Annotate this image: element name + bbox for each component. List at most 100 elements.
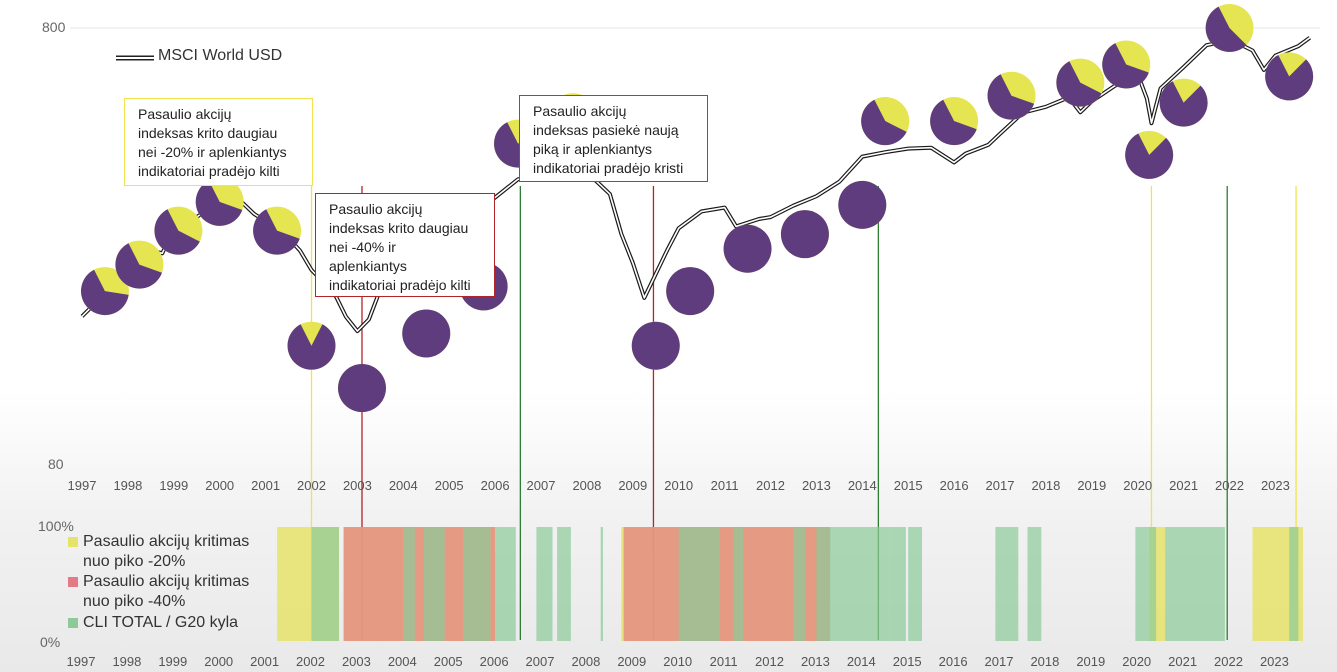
indicator-band bbox=[1289, 527, 1299, 641]
indicator-pie bbox=[861, 97, 910, 146]
annotation-new-peak: Pasaulio akcijų indeksas pasiekė naują p… bbox=[519, 95, 708, 182]
pie-purple-portion bbox=[253, 209, 300, 255]
indicator-band bbox=[733, 527, 743, 641]
x-tick-label: 1999 bbox=[159, 478, 188, 493]
x-tick-label: 2010 bbox=[664, 478, 693, 493]
pie-purple-portion bbox=[1159, 81, 1208, 127]
x-tick-label: 2003 bbox=[342, 654, 371, 669]
x-tick-label: 2011 bbox=[711, 478, 739, 493]
x-tick-label: 2022 bbox=[1214, 654, 1243, 669]
x-tick-label: 2009 bbox=[617, 654, 646, 669]
x-tick-label: 1999 bbox=[158, 654, 187, 669]
x-tick-label: 2018 bbox=[1030, 654, 1059, 669]
x-tick-label: 2015 bbox=[894, 478, 923, 493]
x-tick-label: 1998 bbox=[113, 478, 142, 493]
indicator-band bbox=[816, 527, 890, 641]
indicator-pie bbox=[253, 206, 302, 255]
bottom-chart: 100% 0% 1997 1998 1999 2000 2001 2002 2003 2004… bbox=[38, 518, 1303, 669]
pie-purple-portion bbox=[1102, 43, 1149, 89]
indicator-pie bbox=[80, 267, 129, 316]
indicator-pie bbox=[780, 210, 829, 259]
x-tick-label: 2000 bbox=[205, 478, 234, 493]
indicator-band bbox=[908, 527, 922, 641]
x-tick-label: 2007 bbox=[526, 654, 555, 669]
pie-purple-portion bbox=[1056, 61, 1102, 107]
x-tick-label: 2005 bbox=[434, 654, 463, 669]
x-tick-label: 2012 bbox=[755, 654, 784, 669]
indicator-band bbox=[311, 527, 339, 641]
pie-purple-portion bbox=[631, 321, 680, 370]
x-tick-label: 2001 bbox=[251, 478, 280, 493]
x-tick-label: 2016 bbox=[940, 478, 969, 493]
indicator-band bbox=[678, 527, 720, 641]
x-tick-label: 2019 bbox=[1076, 654, 1105, 669]
indicator-band bbox=[889, 527, 906, 641]
x-tick-label: 2017 bbox=[986, 478, 1015, 493]
indicator-band bbox=[557, 527, 571, 641]
x-tick-label: 2008 bbox=[572, 478, 601, 493]
x-tick-label: 2002 bbox=[297, 478, 326, 493]
top-chart: 800 80 1997 1998 1999 2000 2001 2002 2003 2004 2… bbox=[42, 4, 1320, 640]
indicator-pie bbox=[631, 321, 680, 370]
x-tick-label: 2021 bbox=[1168, 654, 1197, 669]
x-tick-label: 2001 bbox=[250, 654, 279, 669]
indicator-band bbox=[536, 527, 553, 641]
annotation-drop-20: Pasaulio akcijų indeksas krito daugiau n… bbox=[124, 98, 313, 186]
indicator-pie bbox=[402, 309, 451, 358]
pie-purple-portion bbox=[838, 180, 887, 229]
indicator-pie bbox=[1102, 40, 1151, 89]
indicator-band bbox=[995, 527, 1019, 641]
x-tick-label: 2023 bbox=[1260, 654, 1289, 669]
legend-label-cli: CLI TOTAL / G20 kyla bbox=[83, 614, 239, 631]
indicator-pie bbox=[1265, 52, 1314, 101]
indicator-pie bbox=[287, 321, 336, 370]
pie-purple-portion bbox=[987, 74, 1035, 120]
indicator-pie bbox=[337, 364, 386, 413]
x-axis-bottom: 1997 1998 1999 2000 2001 2002 2003 2004 2005 2006… bbox=[67, 654, 1289, 669]
y-tick-label: 800 bbox=[42, 19, 66, 35]
pie-purple-portion bbox=[861, 99, 907, 146]
pie-purple-portion bbox=[154, 209, 200, 255]
x-tick-label: 2013 bbox=[801, 654, 830, 669]
indicator-band bbox=[793, 527, 805, 641]
x-tick-label: 2010 bbox=[663, 654, 692, 669]
indicator-bands bbox=[277, 527, 1303, 641]
indicator-pie bbox=[987, 71, 1036, 120]
pie-purple-portion bbox=[723, 224, 772, 273]
x-tick-label: 2018 bbox=[1031, 478, 1060, 493]
y-tick-label: 80 bbox=[48, 456, 64, 472]
indicator-pie bbox=[154, 206, 203, 255]
indicator-band bbox=[600, 527, 603, 641]
x-tick-label: 2021 bbox=[1169, 478, 1198, 493]
x-tick-label: 2020 bbox=[1122, 654, 1151, 669]
x-tick-label: 2014 bbox=[847, 654, 876, 669]
x-tick-label: 2020 bbox=[1123, 478, 1152, 493]
indicator-pie bbox=[838, 180, 887, 229]
x-tick-label: 2006 bbox=[481, 478, 510, 493]
x-tick-label: 2008 bbox=[571, 654, 600, 669]
indicator-band bbox=[1027, 527, 1042, 641]
pie-purple-portion bbox=[1125, 133, 1174, 179]
indicator-band bbox=[463, 527, 491, 641]
x-tick-label: 2011 bbox=[710, 654, 738, 669]
x-tick-label: 2017 bbox=[985, 654, 1014, 669]
pie-purple-portion bbox=[402, 309, 451, 358]
x-tick-label: 2015 bbox=[893, 654, 922, 669]
indicator-band bbox=[1165, 527, 1179, 641]
x-tick-label: 2019 bbox=[1077, 478, 1106, 493]
indicator-pie bbox=[1056, 58, 1105, 107]
y-tick-label: 100% bbox=[38, 518, 74, 534]
x-tick-label: 2023 bbox=[1261, 478, 1290, 493]
indicator-pie bbox=[195, 177, 244, 226]
x-tick-label: 2004 bbox=[389, 478, 418, 493]
indicator-pie bbox=[666, 267, 715, 316]
indicator-pie bbox=[115, 240, 164, 289]
x-tick-label: 2006 bbox=[480, 654, 509, 669]
x-tick-label: 2014 bbox=[848, 478, 877, 493]
indicator-pies bbox=[80, 4, 1314, 413]
x-tick-label: 2002 bbox=[296, 654, 325, 669]
indicator-pie bbox=[1205, 4, 1254, 52]
indicator-band bbox=[424, 527, 445, 641]
x-tick-label: 2009 bbox=[618, 478, 647, 493]
